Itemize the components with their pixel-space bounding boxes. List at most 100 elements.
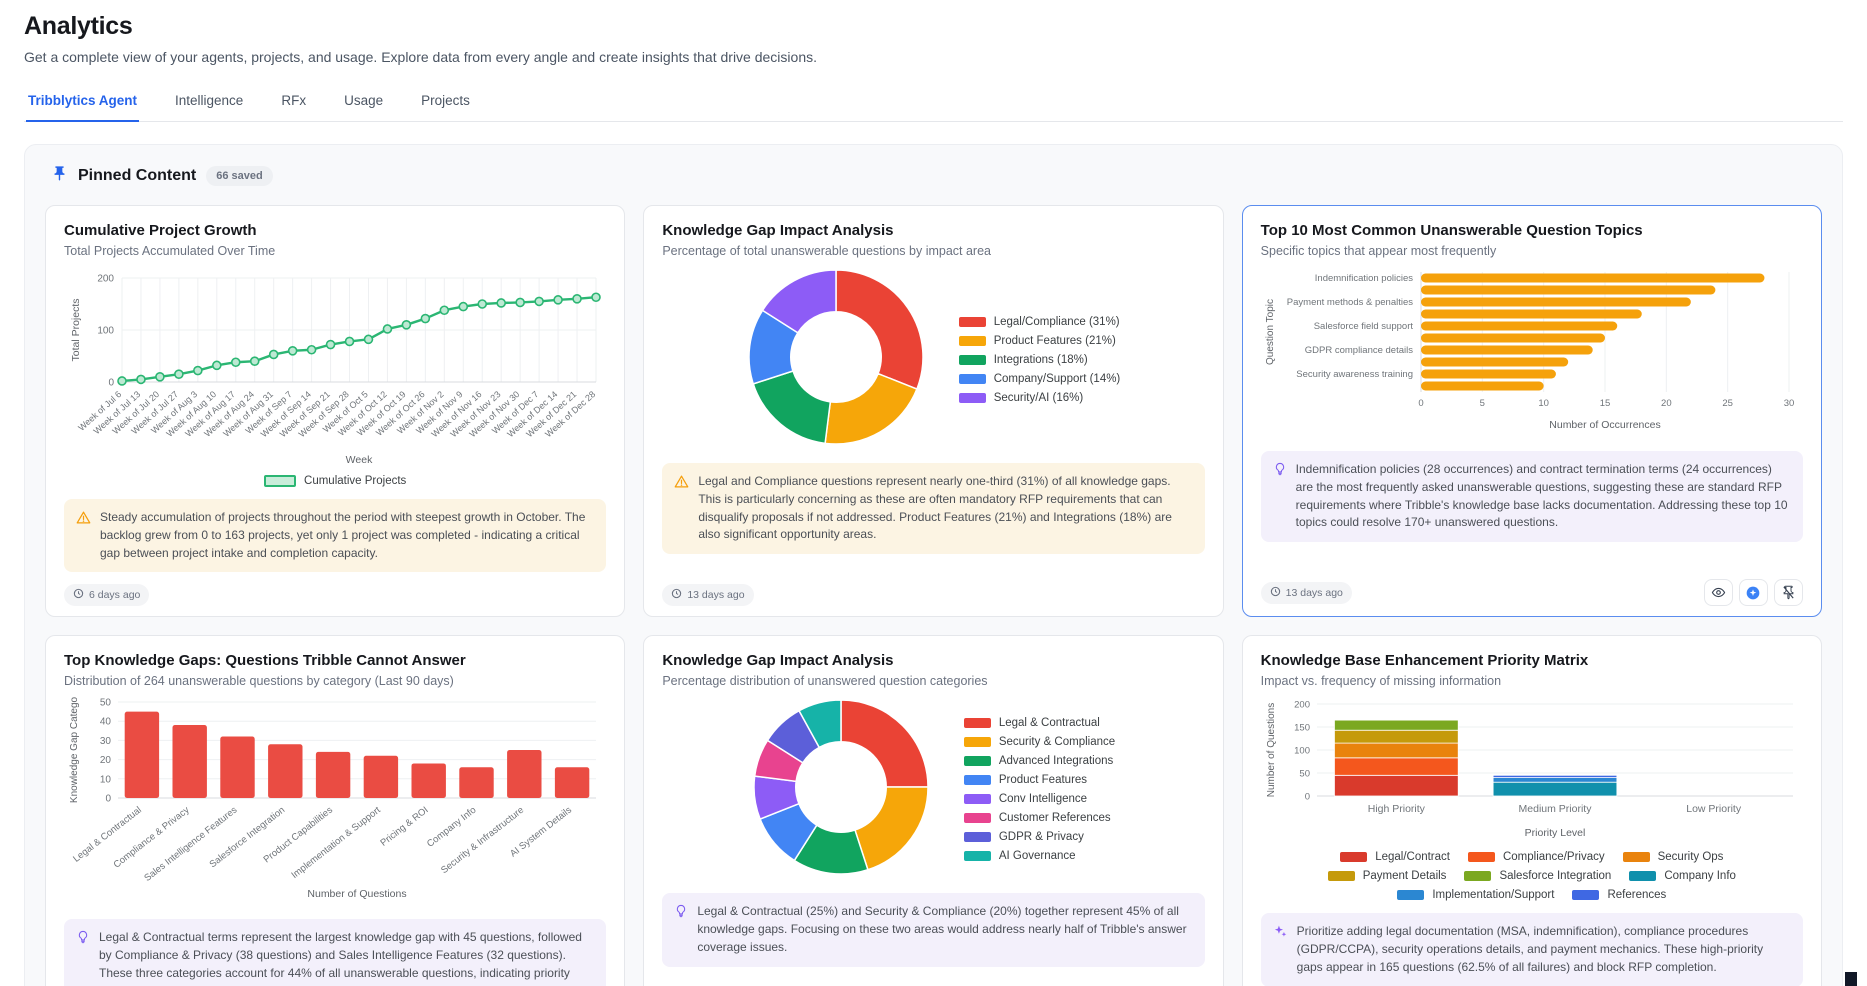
legend-item: GDPR & Privacy <box>963 831 1115 843</box>
pin-icon <box>51 165 68 187</box>
legend-item: Legal/Compliance (31%) <box>958 316 1121 328</box>
svg-text:Security & Infrastructure: Security & Infrastructure <box>439 805 526 876</box>
svg-text:Number of Occurrences: Number of Occurrences <box>1549 419 1660 431</box>
legend-swatch <box>1629 871 1657 882</box>
svg-text:Week: Week <box>346 454 373 466</box>
legend-swatch <box>958 316 986 327</box>
legend-swatch <box>1622 852 1650 863</box>
pinned-cards-grid: Cumulative Project Growth Total Projects… <box>45 205 1822 986</box>
stacked-bar-legend: Legal/Contract Compliance/Privacy Security… <box>1261 851 1803 901</box>
legend-item: Legal/Contract <box>1340 851 1450 863</box>
card-actions <box>1703 579 1803 607</box>
timestamp-badge: 13 days ago <box>1260 581 1352 604</box>
svg-text:Number of Questions: Number of Questions <box>1266 703 1277 798</box>
legend-item: Implementation/Support <box>1397 889 1554 901</box>
stacked-bar-chart: 0 50 100 150 200 High Priority Medium Priority… <box>1261 696 1803 847</box>
warning-icon <box>674 474 689 544</box>
svg-text:20: 20 <box>100 755 112 766</box>
card-knowledge-gap-impact-analysis[interactable]: Knowledge Gap Impact Analysis Percentage… <box>643 205 1224 618</box>
tab-tribblytics-agent[interactable]: Tribblytics Agent <box>26 85 140 122</box>
svg-text:Payment methods & penalties: Payment methods & penalties <box>1286 297 1412 308</box>
legend-swatch <box>963 718 991 729</box>
insight-box: Prioritize adding legal documentation (M… <box>1260 913 1803 986</box>
tab-rfx[interactable]: RFx <box>281 93 307 108</box>
scrollbar-thumb[interactable] <box>1845 972 1857 986</box>
legend-label: Integrations (18%) <box>993 353 1088 366</box>
legend-swatch <box>958 373 986 384</box>
card-subtitle: Percentage distribution of unanswered qu… <box>662 674 988 689</box>
svg-text:200: 200 <box>97 274 114 285</box>
legend-item: Salesforce Integration <box>1464 870 1611 882</box>
svg-text:150: 150 <box>1294 723 1310 734</box>
view-icon-button[interactable] <box>1703 579 1733 607</box>
card-subtitle: Distribution of 264 unanswerable questio… <box>64 674 454 689</box>
legend-label: Customer References <box>998 812 1111 825</box>
legend-swatch <box>1572 890 1600 901</box>
unpin-icon-button[interactable] <box>1773 579 1803 607</box>
legend-item: Company Info <box>1629 870 1736 882</box>
svg-text:15: 15 <box>1599 398 1610 409</box>
insight-text: Legal and Compliance questions represent… <box>698 474 1172 542</box>
svg-text:10: 10 <box>100 775 112 786</box>
saved-count-badge: 66 saved <box>206 166 273 186</box>
legend-label: Company Info <box>1664 870 1736 883</box>
legend-label: Salesforce Integration <box>1499 870 1612 883</box>
legend-item: Payment Details <box>1327 870 1447 883</box>
clock-icon <box>1270 586 1281 600</box>
card-footer: 13 days ago <box>662 572 1204 607</box>
insight-box: Steady accumulation of projects througho… <box>64 499 607 573</box>
card-cumulative-project-growth[interactable]: Cumulative Project Growth Total Projects… <box>45 205 626 618</box>
card-top-knowledge-gaps[interactable]: Top Knowledge Gaps: Questions Tribble Ca… <box>45 635 626 986</box>
svg-text:Security awareness training: Security awareness training <box>1296 369 1413 380</box>
card-footer: 13 days ago <box>1260 567 1803 607</box>
svg-text:Medium Priority: Medium Priority <box>1518 803 1592 815</box>
timestamp-text: 6 days ago <box>89 589 141 602</box>
card-title: Knowledge Gap Impact Analysis <box>662 222 894 239</box>
card-knowledge-gap-impact-analysis-2[interactable]: Knowledge Gap Impact Analysis Percentage… <box>643 635 1224 986</box>
insight-text: Steady accumulation of projects througho… <box>100 510 586 560</box>
legend-item: Security & Compliance <box>963 736 1115 748</box>
legend-label: Advanced Integrations <box>998 755 1114 768</box>
card-top-10-unanswerable-topics[interactable]: Top 10 Most Common Unanswerable Question… <box>1241 205 1822 618</box>
svg-text:100: 100 <box>1294 746 1310 757</box>
legend-swatch <box>963 851 991 862</box>
legend-swatch <box>963 737 991 748</box>
legend-item: Customer References <box>963 812 1115 825</box>
timestamp-badge: 13 days ago <box>662 584 754 607</box>
svg-text:GDPR compliance details: GDPR compliance details <box>1304 345 1412 356</box>
svg-text:Indemnification policies: Indemnification policies <box>1314 273 1412 284</box>
timestamp-badge: 6 days ago <box>64 584 150 607</box>
legend-label: Legal & Contractual <box>998 717 1100 730</box>
insights-badge-icon-button[interactable] <box>1738 579 1768 607</box>
tab-projects[interactable]: Projects <box>421 93 470 108</box>
legend-label: References <box>1607 889 1667 902</box>
legend-label: Payment Details <box>1362 870 1447 883</box>
legend-swatch <box>963 756 991 767</box>
card-subtitle: Percentage of total unanswerable questio… <box>662 244 992 258</box>
legend-label: AI Governance <box>998 850 1076 863</box>
svg-text:Knowledge Gap Catego: Knowledge Gap Catego <box>69 697 80 804</box>
legend-swatch <box>1467 852 1495 863</box>
tab-intelligence[interactable]: Intelligence <box>175 93 244 108</box>
insight-box: Legal & Contractual (25%) and Security &… <box>662 893 1205 967</box>
legend-label: Cumulative Projects <box>304 475 407 487</box>
svg-text:0: 0 <box>105 794 111 805</box>
svg-text:0: 0 <box>1418 398 1423 409</box>
donut-chart-legend: Legal/Compliance (31%) Product Features (… <box>958 316 1121 404</box>
tab-usage[interactable]: Usage <box>344 93 384 108</box>
svg-text:0: 0 <box>1304 792 1309 803</box>
svg-text:Priority Level: Priority Level <box>1524 827 1585 839</box>
legend-item: Product Features <box>963 774 1115 786</box>
card-title: Knowledge Gap Impact Analysis <box>662 652 894 670</box>
lightbulb-icon <box>1273 462 1287 532</box>
clock-icon <box>73 588 84 602</box>
svg-text:30: 30 <box>100 736 112 747</box>
svg-text:Pricing & ROI: Pricing & ROI <box>378 805 430 849</box>
card-subtitle: Total Projects Accumulated Over Time <box>64 244 276 258</box>
line-chart-legend: Cumulative Projects <box>64 475 606 487</box>
svg-text:40: 40 <box>100 717 112 728</box>
svg-text:200: 200 <box>1294 700 1310 711</box>
card-enhancement-priority-matrix[interactable]: Knowledge Base Enhancement Priority Matr… <box>1241 635 1822 986</box>
legend-swatch <box>1327 871 1355 882</box>
